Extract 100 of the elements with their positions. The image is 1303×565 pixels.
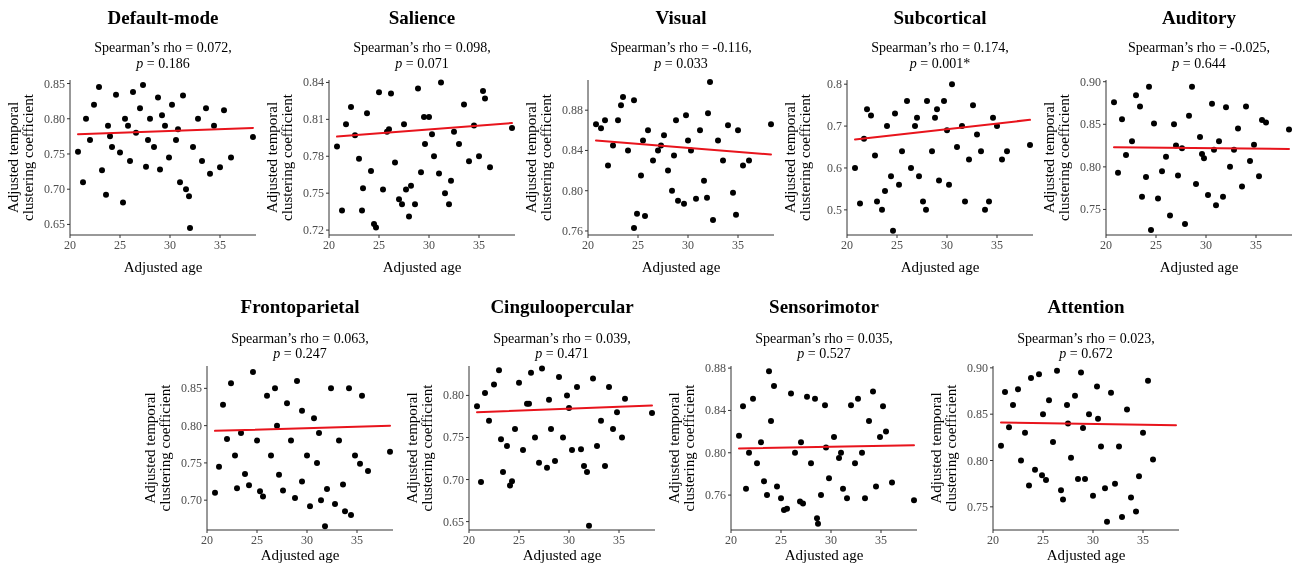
x-tick-label: 20 xyxy=(841,238,853,252)
chart-title: Cinguloopercular xyxy=(490,296,635,317)
y-tick-label: 0.80 xyxy=(1080,159,1101,174)
x-tick-label: 25 xyxy=(251,533,263,547)
y-tick-label: 0.80 xyxy=(562,183,583,198)
chart-subtitle: Spearman’s rho = -0.025, xyxy=(1127,40,1271,55)
text: p = 0.527 xyxy=(796,346,851,361)
y-axis-title: Adjusted temporal clustering coefficient xyxy=(928,383,959,512)
y-axis-title: Adjusted temporal clustering coefficient xyxy=(1041,93,1072,221)
x-tick-label: 25 xyxy=(114,238,126,252)
x-tick-label: 35 xyxy=(991,238,1003,252)
x-tick-label: 20 xyxy=(64,238,76,252)
y-tick-label: 0.8 xyxy=(827,77,842,92)
x-tick-label: 35 xyxy=(473,238,485,252)
text: p = 0.071 xyxy=(394,56,449,71)
x-tick-label: 30 xyxy=(1200,238,1212,252)
text: p = 0.186 xyxy=(135,56,190,71)
x-tick-label: 20 xyxy=(725,533,737,547)
y-axis-title: Adjusted temporal clustering coefficient xyxy=(5,93,36,221)
y-tick-label: 0.75 xyxy=(44,146,65,161)
x-tick-label: 25 xyxy=(891,238,903,252)
x-tick-label: 35 xyxy=(875,533,887,547)
chart-subtitle: Spearman’s rho = 0.174, xyxy=(871,40,1009,55)
x-tick-label: 20 xyxy=(987,533,999,547)
y-tick-label: 0.85 xyxy=(181,381,202,396)
y-axis-title: Adjusted temporal clustering coefficient xyxy=(264,93,295,221)
y-tick-label: 0.75 xyxy=(1080,202,1101,217)
chart-subtitle: Spearman’s rho = 0.039, xyxy=(493,331,631,346)
chart-title: Auditory xyxy=(1162,7,1237,28)
text: p = 0.001* xyxy=(908,56,971,71)
y-tick-label: 0.5 xyxy=(827,202,842,217)
y-tick-label: 0.75 xyxy=(303,186,324,201)
x-axis-title: Adjusted age xyxy=(784,547,864,563)
y-tick-label: 0.80 xyxy=(967,453,988,468)
y-tick-label: 0.80 xyxy=(44,111,65,126)
text: p = 0.471 xyxy=(534,346,589,361)
x-tick-label: 20 xyxy=(201,533,213,547)
x-tick-label: 35 xyxy=(1137,533,1149,547)
y-tick-label: 0.72 xyxy=(303,223,324,238)
x-tick-label: 20 xyxy=(1100,238,1112,252)
x-axis-title: Adjusted age xyxy=(382,259,462,275)
x-tick-label: 35 xyxy=(1250,238,1262,252)
y-tick-label: 0.65 xyxy=(443,514,464,529)
text: p = 0.033 xyxy=(653,56,708,71)
x-tick-label: 30 xyxy=(1087,533,1099,547)
y-tick-label: 0.81 xyxy=(303,112,324,127)
chart-title: Subcortical xyxy=(893,7,987,28)
chart-title: Default-mode xyxy=(107,7,219,28)
y-tick-label: 0.85 xyxy=(44,76,65,91)
y-tick-label: 0.84 xyxy=(705,403,726,418)
y-tick-label: 0.84 xyxy=(562,143,583,158)
chart-title: Visual xyxy=(655,7,707,28)
y-tick-label: 0.80 xyxy=(443,388,464,403)
x-axis-title: Adjusted age xyxy=(260,547,340,563)
x-axis-title: Adjusted age xyxy=(123,259,203,275)
y-axis-title: Adjusted temporal clustering coefficient xyxy=(523,93,554,221)
chart-subtitle: Spearman’s rho = 0.063, xyxy=(231,331,369,346)
chart-title: Salience xyxy=(388,7,456,28)
y-tick-label: 0.75 xyxy=(443,430,464,445)
x-axis-title: Adjusted age xyxy=(641,259,721,275)
y-axis-title: Adjusted temporal clustering coefficient xyxy=(666,383,697,512)
y-tick-label: 0.85 xyxy=(1080,117,1101,132)
chart-subtitle: Spearman’s rho = 0.023, xyxy=(1017,331,1155,346)
x-tick-label: 25 xyxy=(1150,238,1162,252)
x-tick-label: 25 xyxy=(1037,533,1049,547)
x-axis-title: Adjusted age xyxy=(900,259,980,275)
x-tick-label: 30 xyxy=(164,238,176,252)
x-tick-label: 20 xyxy=(582,238,594,252)
y-tick-label: 0.88 xyxy=(705,361,726,376)
y-axis-title: Adjusted temporal clustering coefficient xyxy=(142,383,173,512)
chart-subtitle: Spearman’s rho = 0.035, xyxy=(755,331,893,346)
x-tick-label: 30 xyxy=(423,238,435,252)
text: p = 0.672 xyxy=(1058,346,1113,361)
x-tick-label: 30 xyxy=(563,533,575,547)
x-tick-label: 25 xyxy=(513,533,525,547)
x-tick-label: 25 xyxy=(373,238,385,252)
x-tick-label: 25 xyxy=(775,533,787,547)
y-tick-label: 0.6 xyxy=(827,160,842,175)
y-tick-label: 0.80 xyxy=(181,418,202,433)
x-axis-title: Adjusted age xyxy=(522,547,602,563)
x-tick-label: 30 xyxy=(825,533,837,547)
x-axis-title: Adjusted age xyxy=(1046,547,1126,563)
chart-subtitle: Spearman’s rho = 0.098, xyxy=(353,40,491,55)
chart-title: Sensorimotor xyxy=(769,296,880,317)
chart-subtitle: Spearman’s rho = 0.072, xyxy=(94,40,232,55)
y-axis-title: Adjusted temporal clustering coefficient xyxy=(404,383,435,512)
y-tick-label: 0.76 xyxy=(562,223,583,238)
y-tick-label: 0.76 xyxy=(705,488,726,503)
y-axis-title: Adjusted temporal clustering coefficient xyxy=(782,93,813,221)
x-tick-label: 20 xyxy=(463,533,475,547)
x-tick-label: 20 xyxy=(323,238,335,252)
y-tick-label: 0.90 xyxy=(967,360,988,375)
chart-title: Attention xyxy=(1047,296,1125,317)
y-tick-label: 0.84 xyxy=(303,75,324,90)
y-tick-label: 0.70 xyxy=(443,472,464,487)
y-tick-label: 0.7 xyxy=(827,119,842,134)
x-tick-label: 30 xyxy=(682,238,694,252)
y-tick-label: 0.88 xyxy=(562,103,583,118)
x-tick-label: 35 xyxy=(613,533,625,547)
x-tick-label: 30 xyxy=(941,238,953,252)
